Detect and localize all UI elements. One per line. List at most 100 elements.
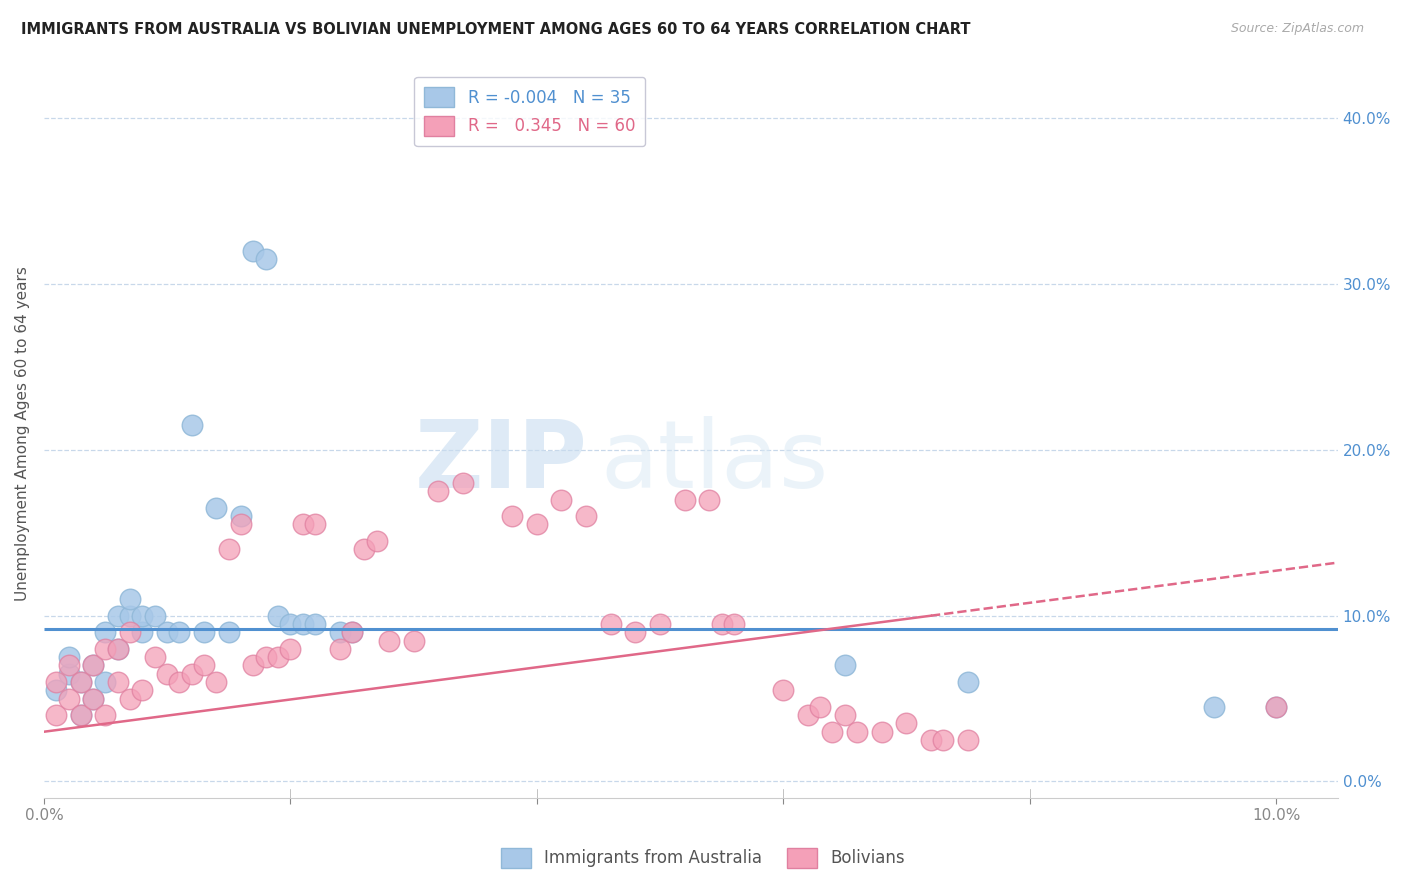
Point [648,617,671,632]
Point [304,517,326,532]
Text: atlas: atlas [600,417,828,508]
Point [229,517,252,532]
Text: Source: ZipAtlas.com: Source: ZipAtlas.com [1230,22,1364,36]
Point [193,625,215,640]
Point [526,517,548,532]
Point [366,534,388,549]
Text: IMMIGRANTS FROM AUSTRALIA VS BOLIVIAN UNEMPLOYMENT AMONG AGES 60 TO 64 YEARS COR: IMMIGRANTS FROM AUSTRALIA VS BOLIVIAN UN… [21,22,970,37]
Point [218,625,240,640]
Point [254,650,277,665]
Point [82,691,104,706]
Point [58,650,80,665]
Point [143,650,166,665]
Point [956,675,979,690]
Point [107,641,129,656]
Point [169,625,191,640]
Point [131,608,153,623]
Point [254,252,277,267]
Point [45,683,67,698]
Point [808,699,831,714]
Point [156,666,179,681]
Point [120,691,142,706]
Point [278,617,301,632]
Point [834,708,856,723]
Point [107,675,129,690]
Point [120,608,142,623]
Point [107,608,129,623]
Point [501,509,523,524]
Point [180,417,202,432]
Point [575,509,598,524]
Point [82,691,104,706]
Point [624,625,647,640]
Point [846,724,869,739]
Point [340,625,363,640]
Point [242,658,264,673]
Point [278,641,301,656]
Point [451,476,474,491]
Text: ZIP: ZIP [415,417,588,508]
Point [304,617,326,632]
Point [120,592,142,607]
Point [956,733,979,747]
Point [267,650,290,665]
Point [70,708,93,723]
Point [896,716,918,731]
Point [402,633,425,648]
Legend: Immigrants from Australia, Bolivians: Immigrants from Australia, Bolivians [494,841,912,875]
Point [94,641,117,656]
Point [82,658,104,673]
Point [82,658,104,673]
Point [291,517,314,532]
Point [1204,699,1226,714]
Point [94,625,117,640]
Point [797,708,820,723]
Point [45,708,67,723]
Point [291,617,314,632]
Point [673,492,696,507]
Point [1265,699,1288,714]
Point [229,509,252,524]
Point [58,666,80,681]
Point [697,492,720,507]
Point [70,675,93,690]
Point [205,500,228,515]
Point [156,625,179,640]
Point [242,244,264,258]
Point [920,733,942,747]
Point [353,542,375,557]
Point [70,708,93,723]
Y-axis label: Unemployment Among Ages 60 to 64 years: Unemployment Among Ages 60 to 64 years [15,266,30,600]
Legend: R = -0.004   N = 35, R =   0.345   N = 60: R = -0.004 N = 35, R = 0.345 N = 60 [415,77,645,146]
Point [58,658,80,673]
Point [550,492,572,507]
Point [143,608,166,623]
Point [180,666,202,681]
Point [932,733,955,747]
Point [870,724,893,739]
Point [94,708,117,723]
Point [427,484,450,499]
Point [378,633,401,648]
Point [710,617,733,632]
Point [58,691,80,706]
Point [772,683,794,698]
Point [131,683,153,698]
Point [834,658,856,673]
Point [45,675,67,690]
Point [723,617,745,632]
Point [94,675,117,690]
Point [821,724,844,739]
Point [340,625,363,640]
Point [329,641,352,656]
Point [70,675,93,690]
Point [169,675,191,690]
Point [329,625,352,640]
Point [131,625,153,640]
Point [599,617,621,632]
Point [1265,699,1288,714]
Point [267,608,290,623]
Point [193,658,215,673]
Point [218,542,240,557]
Point [205,675,228,690]
